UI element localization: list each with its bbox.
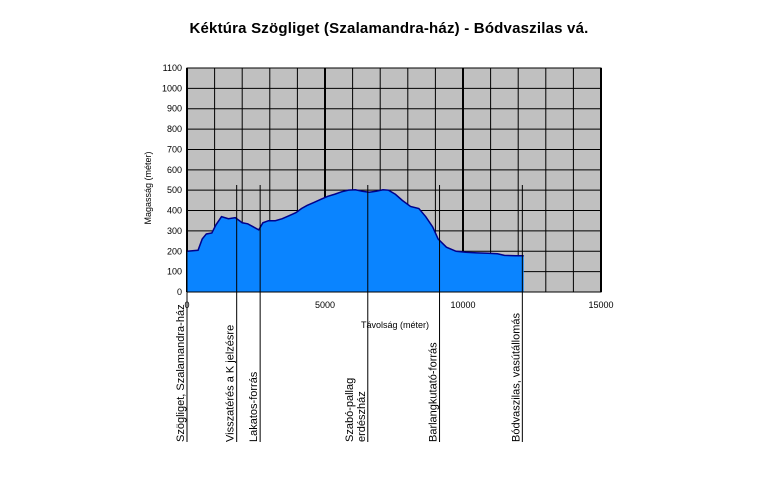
y-tick-label: 1000 xyxy=(162,83,182,93)
waypoint-label: Barlangkutató-forrás xyxy=(428,342,440,442)
y-tick-label: 300 xyxy=(167,226,182,236)
waypoint-label: Visszatérés a K jelzésre xyxy=(225,325,237,442)
y-tick-label: 200 xyxy=(167,246,182,256)
y-tick-label: 900 xyxy=(167,104,182,114)
waypoint-label-group: Szabó-pallag erdészház xyxy=(344,378,368,442)
y-tick-label: 800 xyxy=(167,124,182,134)
x-tick-label: 5000 xyxy=(315,300,335,310)
y-axis-label: Magasság (méter) xyxy=(143,151,153,224)
y-tick-label: 400 xyxy=(167,206,182,216)
waypoint-label-group: Visszatérés a K jelzésre xyxy=(225,325,237,442)
plot-border xyxy=(186,67,602,293)
y-tick-label: 500 xyxy=(167,185,182,195)
waypoint-label: erdészház xyxy=(356,391,368,442)
y-tick-labels: 0 100 200 300 400 500 600 700 800 900 1000 1100 xyxy=(162,63,182,297)
x-tick-label: 15000 xyxy=(588,300,613,310)
waypoint-label: Bódvaszilas, vasútállomás xyxy=(510,312,522,442)
x-axis-label: Távolság (méter) xyxy=(361,320,429,330)
waypoint-label-group: Bódvaszilas, vasútállomás xyxy=(510,312,522,442)
y-tick-label: 1100 xyxy=(163,63,182,73)
waypoint-label-group: Barlangkutató-forrás xyxy=(428,342,440,442)
waypoint-label: Lakatos-forrás xyxy=(248,371,260,442)
y-tick-label: 0 xyxy=(177,287,182,297)
y-tick-label: 700 xyxy=(167,144,182,154)
waypoint-label-group: Szögliget, Szalamandra-ház xyxy=(175,304,187,442)
chart-title: Kéktúra Szögliget (Szalamandra-ház) - Bó… xyxy=(189,20,589,37)
waypoint-label: Szabó-pallag xyxy=(344,378,356,442)
x-tick-label: 10000 xyxy=(450,300,475,310)
waypoint-markers: Szögliget, Szalamandra-ház Visszatérés a … xyxy=(175,185,523,442)
waypoint-label-group: Lakatos-forrás xyxy=(248,371,260,442)
y-tick-label: 600 xyxy=(167,165,182,175)
waypoint-label: Szögliget, Szalamandra-ház xyxy=(175,304,187,442)
elevation-line xyxy=(186,189,524,257)
y-tick-label: 100 xyxy=(167,267,182,277)
